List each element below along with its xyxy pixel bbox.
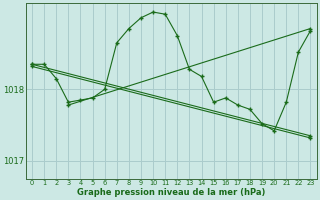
X-axis label: Graphe pression niveau de la mer (hPa): Graphe pression niveau de la mer (hPa) bbox=[77, 188, 266, 197]
